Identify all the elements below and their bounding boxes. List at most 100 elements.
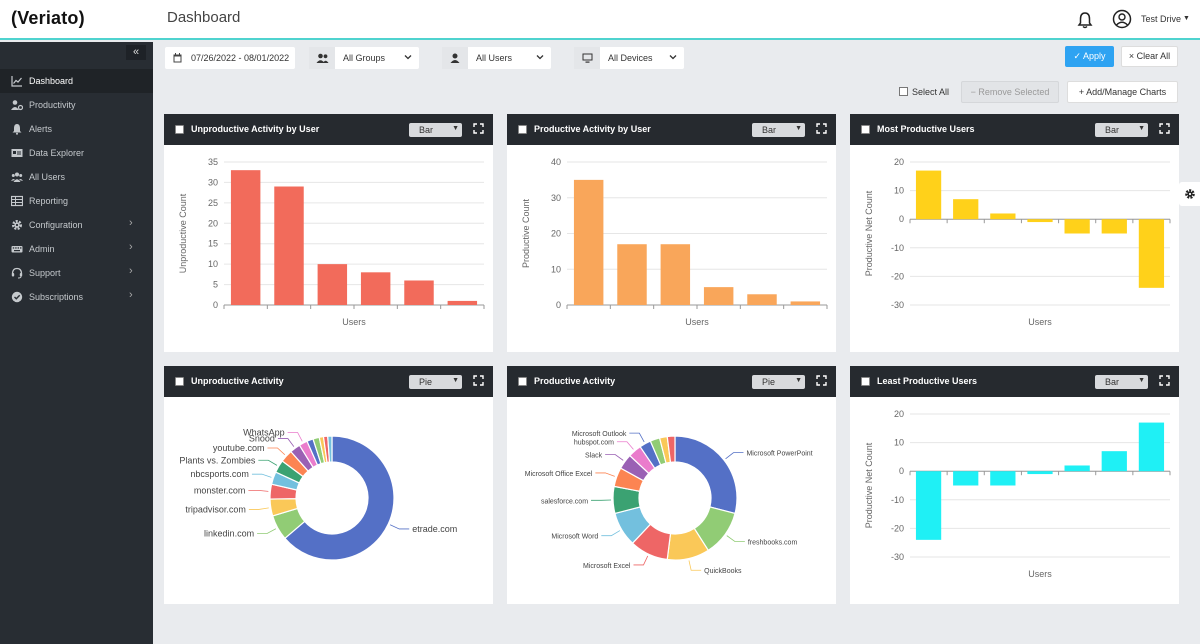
bar[interactable] xyxy=(915,471,942,540)
sidebar-item-productivity[interactable]: Productivity xyxy=(0,93,153,117)
bar[interactable] xyxy=(447,300,478,305)
pie-label-line xyxy=(277,438,295,447)
pie-slice[interactable] xyxy=(674,435,738,515)
chevron-right-icon: › xyxy=(129,217,133,229)
bar[interactable] xyxy=(1101,219,1127,234)
sidebar-item-data-explorer[interactable]: Data Explorer xyxy=(0,141,153,165)
chart-type-select[interactable]: Pie ▼ xyxy=(752,375,805,389)
pie-slice[interactable] xyxy=(284,435,395,561)
add-manage-charts-button[interactable]: + Add/Manage Charts xyxy=(1067,81,1178,103)
sidebar-item-label: Productivity xyxy=(29,100,76,110)
sidebar-item-configuration[interactable]: Configuration › xyxy=(0,213,153,237)
apply-button[interactable]: ✓ Apply xyxy=(1065,46,1114,67)
bar[interactable] xyxy=(1138,422,1165,472)
y-axis-label: Productive Net Count xyxy=(864,442,874,528)
select-all-checkbox[interactable] xyxy=(899,87,908,96)
bar[interactable] xyxy=(230,170,261,305)
expand-icon[interactable] xyxy=(816,375,827,386)
bar[interactable] xyxy=(660,244,691,305)
bar[interactable] xyxy=(317,264,348,305)
bar[interactable] xyxy=(274,186,304,305)
bar[interactable] xyxy=(1101,451,1127,472)
y-tick-label: 10 xyxy=(208,259,218,269)
expand-icon[interactable] xyxy=(816,123,827,134)
chart-select-checkbox[interactable] xyxy=(518,125,527,134)
bar[interactable] xyxy=(1027,219,1053,223)
chart-card-most-productive-users: Most Productive Users Bar ▼ -30 -20 -10 0 10 20 U… xyxy=(850,114,1179,352)
notifications-bell-icon[interactable] xyxy=(1077,11,1093,29)
user-avatar-icon[interactable] xyxy=(1112,9,1132,29)
pie-label-line xyxy=(258,459,278,466)
settings-panel-toggle[interactable] xyxy=(1179,182,1200,206)
chevron-down-icon[interactable]: ▼ xyxy=(1183,15,1190,22)
bar[interactable] xyxy=(790,301,821,305)
collapse-sidebar-button[interactable]: « xyxy=(126,45,146,60)
sidebar-item-alerts[interactable]: Alerts xyxy=(0,117,153,141)
bar[interactable] xyxy=(1138,219,1165,288)
bar[interactable] xyxy=(703,287,734,305)
chart-select-checkbox[interactable] xyxy=(175,377,184,386)
pie-slice-label: monster.com xyxy=(194,485,246,495)
pie-slice-label: QuickBooks xyxy=(704,568,742,575)
expand-icon[interactable] xyxy=(1159,375,1170,386)
bar[interactable] xyxy=(573,179,604,305)
bar[interactable] xyxy=(617,244,647,305)
chevron-down-icon: ▼ xyxy=(1138,125,1145,132)
bar[interactable] xyxy=(1064,219,1090,234)
expand-icon[interactable] xyxy=(1159,123,1170,134)
bar[interactable] xyxy=(1064,465,1090,472)
chart-select-checkbox[interactable] xyxy=(861,125,870,134)
chart-select-checkbox[interactable] xyxy=(861,377,870,386)
expand-icon[interactable] xyxy=(473,123,484,134)
bar[interactable] xyxy=(990,213,1016,220)
gear-icon xyxy=(1185,189,1195,199)
chart-type-select[interactable]: Bar ▼ xyxy=(1095,123,1148,137)
sidebar-item-support[interactable]: Support › xyxy=(0,261,153,285)
remove-selected-button[interactable]: − Remove Selected xyxy=(961,81,1059,103)
pie-label-line xyxy=(595,472,615,477)
sidebar-item-label: Reporting xyxy=(29,196,69,206)
clear-all-button[interactable]: × Clear All xyxy=(1121,46,1178,67)
bar[interactable] xyxy=(953,471,979,486)
bar[interactable] xyxy=(990,471,1016,486)
chevron-down-icon xyxy=(669,55,677,60)
sidebar-item-all-users[interactable]: All Users xyxy=(0,165,153,189)
chart-type-select[interactable]: Bar ▼ xyxy=(1095,375,1148,389)
sidebar-item-subscriptions[interactable]: Subscriptions › xyxy=(0,285,153,309)
chart-select-checkbox[interactable] xyxy=(175,125,184,134)
pie-slice[interactable] xyxy=(666,435,676,463)
user-menu-name[interactable]: Test Drive xyxy=(1141,14,1182,24)
bar[interactable] xyxy=(747,294,777,305)
select-all-label[interactable]: Select All xyxy=(912,87,950,97)
sidebar-item-dashboard[interactable]: Dashboard xyxy=(0,69,153,93)
users-select-value: All Users xyxy=(476,53,513,63)
chevron-down-icon xyxy=(404,55,412,60)
expand-icon[interactable] xyxy=(473,375,484,386)
y-tick-label: 25 xyxy=(208,198,218,208)
pie-slice-label: linkedin.com xyxy=(204,529,254,539)
bar[interactable] xyxy=(360,272,391,305)
chart-type-select[interactable]: Pie ▼ xyxy=(409,375,462,389)
sidebar-item-admin[interactable]: Admin › xyxy=(0,237,153,261)
pie-slice[interactable] xyxy=(327,435,333,463)
veriato-logo[interactable]: (Veriato) xyxy=(11,8,85,28)
chart-plot: 0 5 10 15 20 25 30 35 Users Unproductive Count xyxy=(178,157,485,327)
bar[interactable] xyxy=(404,280,434,305)
date-range-picker[interactable]: 07/26/2022 - 08/01/2022 xyxy=(165,47,295,69)
x-axis-label: Users xyxy=(1028,569,1052,579)
bar[interactable] xyxy=(915,170,942,220)
groups-select[interactable]: All Groups xyxy=(309,47,419,69)
bar[interactable] xyxy=(953,199,979,220)
bar[interactable] xyxy=(1027,471,1053,475)
y-tick-label: 0 xyxy=(899,466,904,476)
chevron-down-icon: ▼ xyxy=(1138,377,1145,384)
users-select[interactable]: All Users xyxy=(442,47,551,69)
devices-select[interactable]: All Devices xyxy=(574,47,684,69)
chart-select-checkbox[interactable] xyxy=(518,377,527,386)
sidebar-item-reporting[interactable]: Reporting xyxy=(0,189,153,213)
chart-plot: 0 10 20 30 40 Users Productive Count xyxy=(521,157,828,327)
chart-type-select[interactable]: Bar ▼ xyxy=(752,123,805,137)
chart-type-select[interactable]: Bar ▼ xyxy=(409,123,462,137)
chart-type-value: Bar xyxy=(1105,377,1120,387)
chart-card-title: Least Productive Users xyxy=(877,376,978,386)
